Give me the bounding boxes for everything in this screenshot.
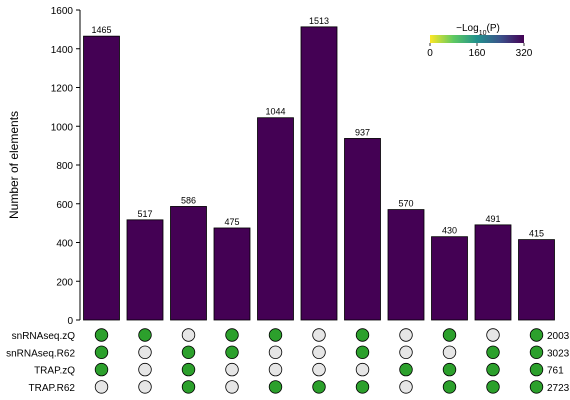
bar bbox=[83, 35, 120, 321]
bar bbox=[344, 138, 381, 321]
y-tick-label: 1400 bbox=[51, 45, 74, 56]
y-tick-label: 400 bbox=[56, 239, 73, 250]
matrix-dot-empty bbox=[225, 362, 239, 377]
matrix-dot-filled bbox=[268, 380, 283, 394]
matrix-dot-filled bbox=[486, 345, 500, 360]
matrix-dot-filled bbox=[355, 328, 370, 342]
y-axis-label: Number of elements bbox=[7, 111, 21, 219]
bar-value-label: 491 bbox=[485, 214, 500, 224]
matrix-dot-filled bbox=[94, 345, 109, 360]
matrix-dot-empty bbox=[399, 345, 413, 360]
bar-value-label: 1513 bbox=[309, 16, 329, 26]
matrix-dot-empty bbox=[486, 328, 500, 342]
set-name-label: snRNAseq.zQ bbox=[12, 331, 76, 342]
bar-value-labels: 1465 517 586 475 1044 1513 937 570 430 491 415 bbox=[91, 16, 544, 239]
matrix-dot-filled bbox=[225, 328, 239, 342]
set-name-label: TRAP.zQ bbox=[34, 366, 75, 377]
set-total-label: 3023 bbox=[547, 348, 570, 359]
matrix-dot-empty bbox=[312, 345, 326, 360]
bar bbox=[300, 26, 338, 321]
matrix-dot-empty bbox=[138, 345, 152, 360]
bar bbox=[387, 209, 425, 321]
matrix-dot-empty bbox=[94, 380, 109, 394]
bar-value-label: 1465 bbox=[91, 25, 111, 35]
y-tick-label: 0 bbox=[67, 316, 73, 327]
bar bbox=[126, 219, 164, 321]
matrix-dot-empty bbox=[312, 328, 326, 342]
set-matrix: snRNAseq.zQ 2003 snRNAseq.R62 3023 TRAP.zQ 76… bbox=[6, 328, 570, 394]
matrix-dot-empty bbox=[355, 362, 370, 377]
bar bbox=[170, 206, 207, 321]
set-total-label: 2723 bbox=[547, 383, 570, 394]
bar-value-label: 586 bbox=[181, 195, 196, 205]
y-tick-label: 600 bbox=[56, 200, 73, 211]
matrix-dot-filled bbox=[94, 328, 109, 342]
y-tick-label: 1000 bbox=[51, 122, 74, 133]
bar bbox=[431, 236, 468, 321]
legend-tick-label: 160 bbox=[469, 48, 486, 59]
matrix-dot-filled bbox=[138, 328, 152, 342]
matrix-dot-filled bbox=[442, 362, 457, 377]
bar-value-label: 430 bbox=[442, 226, 457, 236]
legend-title: −Log10(P) bbox=[456, 23, 500, 37]
matrix-dot-empty bbox=[138, 362, 152, 377]
matrix-dot-filled bbox=[181, 345, 196, 360]
matrix-dot-filled bbox=[529, 362, 544, 377]
matrix-dot-empty bbox=[138, 380, 152, 394]
bar-value-label: 415 bbox=[529, 229, 544, 239]
matrix-dot-empty bbox=[268, 362, 283, 377]
matrix-dot-filled bbox=[529, 328, 544, 342]
legend-ticks: 0 160 320 bbox=[427, 43, 533, 59]
matrix-dot-filled bbox=[181, 362, 196, 377]
bar-value-label: 475 bbox=[224, 217, 239, 227]
set-total-label: 2003 bbox=[547, 331, 570, 342]
set-name-label: snRNAseq.R62 bbox=[6, 348, 75, 359]
bar bbox=[213, 227, 251, 321]
y-tick-label: 200 bbox=[56, 277, 73, 288]
bar-value-label: 517 bbox=[137, 209, 152, 219]
bar-value-label: 1044 bbox=[265, 107, 285, 117]
matrix-dot-filled bbox=[355, 345, 370, 360]
set-name-label: TRAP.R62 bbox=[28, 383, 75, 394]
matrix-dot-filled bbox=[486, 362, 500, 377]
matrix-dot-filled bbox=[529, 380, 544, 394]
color-legend: −Log10(P) 0 160 320 bbox=[427, 23, 533, 59]
bar bbox=[518, 239, 555, 321]
matrix-dot-empty bbox=[268, 345, 283, 360]
y-axis-ticks: 0 200 400 600 800 1000 1200 1400 1600 bbox=[51, 6, 80, 327]
bar bbox=[257, 117, 294, 321]
matrix-dot-filled bbox=[181, 380, 196, 394]
matrix-dot-empty bbox=[442, 345, 457, 360]
bar bbox=[474, 224, 512, 321]
matrix-dot-filled bbox=[225, 345, 239, 360]
matrix-dot-empty bbox=[225, 380, 239, 394]
legend-tick-label: 0 bbox=[427, 48, 433, 59]
y-tick-label: 1600 bbox=[51, 6, 74, 17]
matrix-dot-filled bbox=[442, 328, 457, 342]
matrix-dot-filled bbox=[399, 362, 413, 377]
set-total-label: 761 bbox=[547, 366, 564, 377]
legend-colorbar bbox=[430, 35, 524, 43]
matrix-dot-filled bbox=[529, 345, 544, 360]
matrix-dot-empty bbox=[399, 328, 413, 342]
matrix-dot-filled bbox=[355, 380, 370, 394]
matrix-dot-empty bbox=[312, 362, 326, 377]
matrix-dot-empty bbox=[181, 328, 196, 342]
matrix-dot-filled bbox=[442, 380, 457, 394]
matrix-dot-filled bbox=[312, 380, 326, 394]
y-tick-label: 1200 bbox=[51, 84, 74, 95]
matrix-dot-empty bbox=[399, 380, 413, 394]
matrix-dot-filled bbox=[94, 362, 109, 377]
y-tick-label: 800 bbox=[56, 161, 73, 172]
bars bbox=[83, 26, 555, 321]
bar-value-label: 570 bbox=[398, 199, 413, 209]
matrix-dot-filled bbox=[268, 328, 283, 342]
legend-tick-label: 320 bbox=[516, 48, 533, 59]
bar-value-label: 937 bbox=[355, 127, 370, 137]
matrix-dot-filled bbox=[486, 380, 500, 394]
